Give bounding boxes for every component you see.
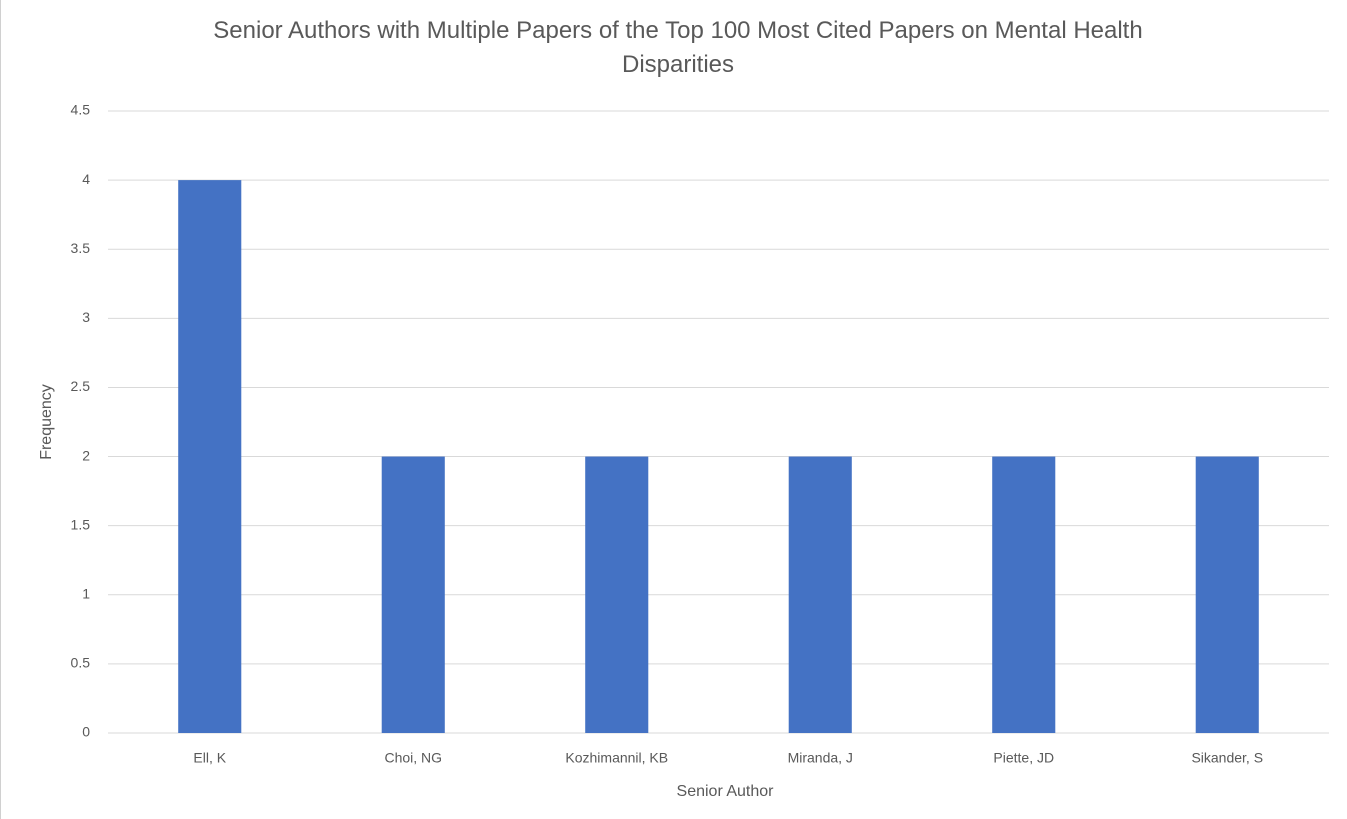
- bar: [178, 180, 242, 734]
- y-tick-label: 3.5: [71, 240, 91, 256]
- x-tick-label: Miranda, J: [788, 750, 853, 766]
- y-tick-label: 2.5: [71, 378, 91, 394]
- y-axis-label: Frequency: [38, 384, 55, 460]
- y-tick-label: 1: [82, 585, 90, 601]
- chart-title: Senior Authors with Multiple Papers of t…: [213, 17, 1143, 78]
- x-axis-label: Senior Author: [677, 783, 775, 800]
- bar: [788, 456, 852, 733]
- x-tick-label: Ell, K: [193, 750, 226, 766]
- x-tick-label: Choi, NG: [384, 750, 442, 766]
- y-tick-label: 3: [82, 309, 90, 325]
- bar: [381, 456, 445, 733]
- bar: [585, 456, 649, 733]
- x-tick-label: Kozhimannil, KB: [565, 750, 668, 766]
- y-tick-label: 0.5: [71, 655, 91, 671]
- y-tick-label: 2: [82, 447, 90, 463]
- bar: [1195, 456, 1259, 733]
- y-tick-label: 4.5: [71, 102, 91, 118]
- y-tick-label: 0: [82, 724, 90, 740]
- y-tick-label: 4: [82, 171, 90, 187]
- y-tick-label: 1.5: [71, 516, 91, 532]
- x-tick-label: Sikander, S: [1191, 750, 1263, 766]
- bar: [992, 456, 1056, 733]
- x-tick-label: Piette, JD: [993, 750, 1054, 766]
